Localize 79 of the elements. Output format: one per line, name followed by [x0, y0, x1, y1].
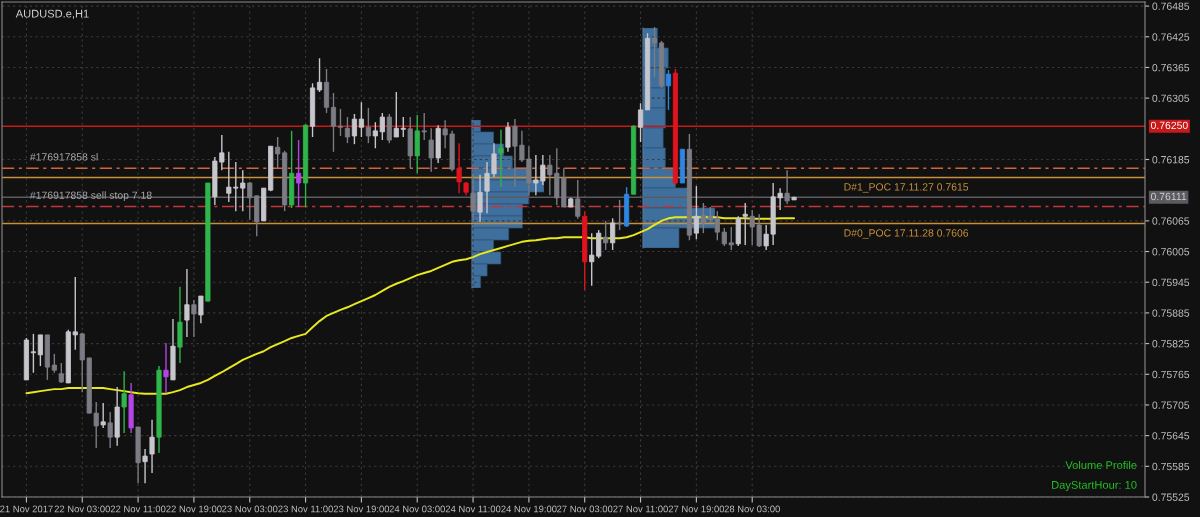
candlestick — [742, 202, 748, 246]
candlestick — [275, 136, 281, 169]
y-tick-label: 0.75525 — [1152, 493, 1190, 501]
candlestick — [198, 295, 204, 324]
ref-line-label: #176917858 sell stop 7.18 — [29, 191, 152, 201]
candlestick — [665, 69, 672, 111]
text: AUDUSD.e,H1 — [15, 9, 89, 19]
ref-line-label: D#0_POC 17.11.28 0.7606 — [844, 229, 969, 239]
candlestick — [477, 174, 483, 223]
candlestick — [386, 113, 392, 144]
candlestick — [617, 199, 623, 231]
x-tick-label: 28 Nov 03:00 — [724, 505, 780, 513]
ref-line-label: D#1_POC 17.11.27 0.7615 — [844, 183, 969, 193]
candlestick — [142, 448, 148, 484]
candlestick — [191, 299, 197, 338]
candlestick — [693, 185, 699, 240]
candlestick — [184, 268, 190, 338]
y-tick-label: 0.75585 — [1152, 462, 1190, 471]
candlestick — [51, 353, 57, 374]
candlestick — [575, 179, 581, 220]
x-tick-label: 27 Nov 11:00 — [613, 505, 668, 513]
candlestick — [37, 334, 43, 367]
text: Volume Profile — [1065, 460, 1137, 470]
candlestick — [372, 121, 378, 149]
candlestick — [107, 411, 113, 449]
ref-line-label: 0.76111 — [1150, 192, 1187, 201]
x-tick-label: 22 Nov 11:00 — [110, 505, 166, 513]
ref-line-label: 0.76250 — [1150, 121, 1188, 130]
candlestick — [428, 127, 434, 173]
candlestick — [700, 202, 706, 234]
y-tick-label: 0.75645 — [1152, 432, 1190, 440]
x-tick-label: 23 Nov 19:00 — [333, 505, 390, 513]
y-tick-label: 0.76005 — [1152, 248, 1190, 256]
x-tick-label: 23 Nov 11:00 — [278, 505, 333, 513]
candlestick — [358, 101, 364, 138]
candlestick — [610, 217, 616, 251]
candlestick — [163, 342, 169, 394]
text: DayStartHour: 10 — [1052, 481, 1137, 492]
candlestick — [121, 370, 127, 434]
candlestick — [337, 108, 344, 137]
y-tick-label: 0.76485 — [1152, 2, 1190, 10]
candlestick — [505, 121, 511, 153]
candlestick — [421, 112, 427, 141]
y-tick-label: 0.76425 — [1152, 33, 1190, 41]
x-tick-label: 24 Nov 11:00 — [445, 505, 501, 513]
y-tick-label: 0.75705 — [1152, 401, 1190, 409]
x-tick-label: 24 Nov 03:00 — [389, 505, 445, 513]
ref-line-label: #176917858 sl — [29, 152, 98, 161]
y-tick-label: 0.75885 — [1152, 309, 1190, 317]
candlestick — [149, 419, 155, 474]
candlestick — [351, 113, 358, 145]
x-tick-label: 23 Nov 03:00 — [222, 505, 278, 513]
y-tick-label: 0.75765 — [1152, 370, 1190, 379]
x-tick-label: 27 Nov 19:00 — [668, 505, 725, 513]
candlestick — [784, 169, 790, 205]
y-tick-label: 0.76065 — [1152, 217, 1190, 225]
candlestick — [637, 102, 644, 143]
candlestick — [296, 139, 302, 208]
candlestick — [498, 129, 504, 188]
candlestick — [316, 57, 323, 93]
y-tick-label: 0.75945 — [1152, 278, 1190, 287]
candlestick — [30, 333, 36, 374]
x-tick-label: 27 Nov 03:00 — [557, 505, 613, 513]
y-tick-label: 0.75825 — [1152, 340, 1190, 348]
candlestick — [330, 92, 337, 153]
y-tick-label: 0.76305 — [1152, 94, 1190, 103]
y-tick-label: 0.76365 — [1152, 63, 1190, 72]
x-tick-label: 24 Nov 19:00 — [501, 505, 557, 513]
y-tick-label: 0.76185 — [1152, 156, 1190, 164]
x-tick-label: 22 Nov 19:00 — [166, 505, 222, 513]
candlestick — [651, 26, 658, 78]
candlestick — [58, 362, 64, 384]
candlestick — [365, 107, 371, 144]
candlestick — [379, 112, 385, 141]
x-tick-label: 22 Nov 03:00 — [54, 505, 110, 513]
candlestick — [344, 116, 351, 144]
x-tick-label: 21 Nov 2017 — [0, 505, 53, 513]
candlestick — [100, 402, 106, 429]
candlestick — [603, 220, 609, 251]
